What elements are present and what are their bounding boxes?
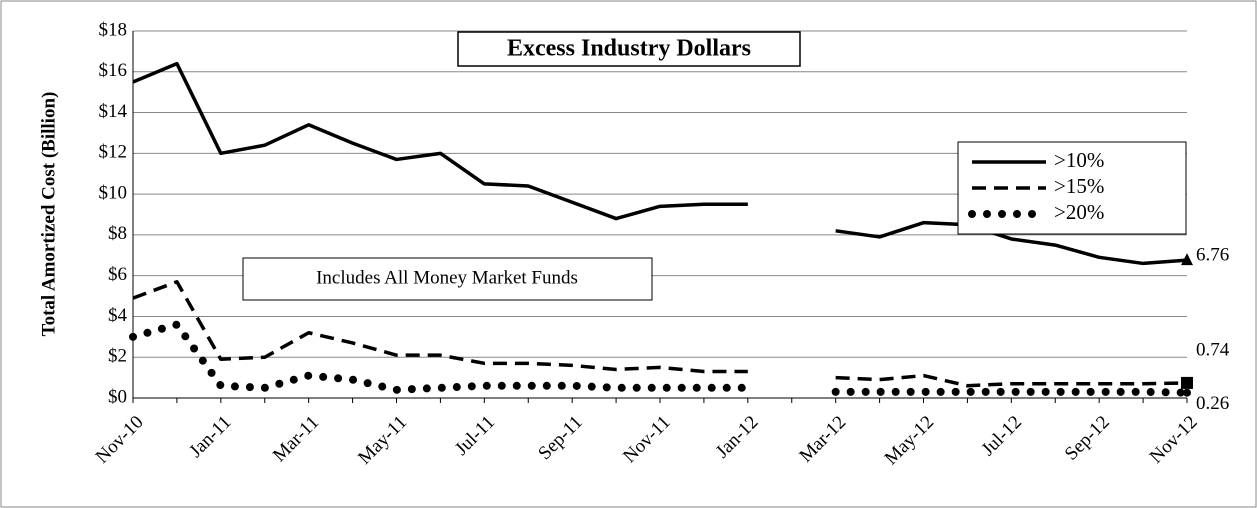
end-marker xyxy=(1183,388,1191,397)
legend-label: >10% xyxy=(1054,148,1104,172)
legend-label: >20% xyxy=(1054,200,1104,224)
end-marker xyxy=(1181,253,1193,266)
y-tick-label: $6 xyxy=(108,264,127,285)
chart-title: Excess Industry Dollars xyxy=(507,36,751,62)
series-line xyxy=(132,61,1188,266)
series-line xyxy=(132,280,1188,388)
y-tick-label: $18 xyxy=(99,19,128,40)
title-box xyxy=(457,31,801,67)
y-tick-label: $16 xyxy=(99,60,128,81)
y-tick-label: $4 xyxy=(108,305,128,326)
y-tick-label: $14 xyxy=(99,101,128,122)
series-line xyxy=(129,320,1191,397)
end-label: 0.74 xyxy=(1196,339,1230,360)
y-tick-label: $8 xyxy=(108,223,127,244)
y-tick-label: $2 xyxy=(108,346,127,367)
end-marker xyxy=(1181,376,1193,389)
y-axis-label: Total Amortized Cost (Billion) xyxy=(38,92,59,337)
annotation: Includes All Money Market Funds xyxy=(316,267,578,288)
y-tick-label: $10 xyxy=(99,182,128,203)
legend-label: >15% xyxy=(1054,174,1104,198)
end-label: 0.26 xyxy=(1196,393,1229,414)
y-tick-label: $12 xyxy=(99,142,128,163)
y-tick-label: $0 xyxy=(108,386,127,407)
annotation-box xyxy=(242,257,653,301)
end-label: 6.76 xyxy=(1196,245,1229,266)
